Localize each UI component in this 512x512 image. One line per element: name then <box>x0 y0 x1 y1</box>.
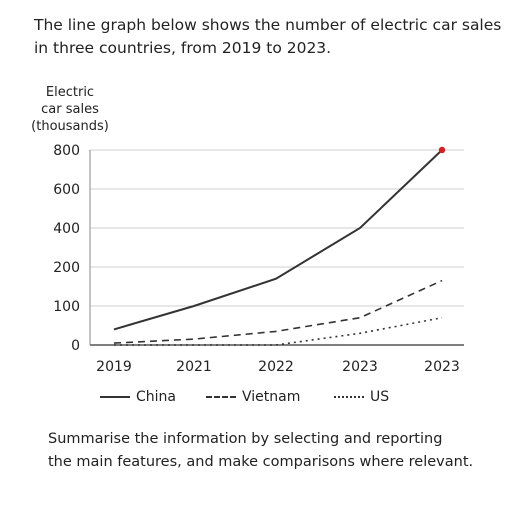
task-prompt: The line graph below shows the number of… <box>34 14 502 60</box>
task-instructions-line-1: Summarise the information by selecting a… <box>48 431 443 447</box>
y-tick-label: 100 <box>53 299 80 315</box>
task-prompt-line-1: The line graph below shows the number of… <box>34 16 502 34</box>
legend-item-china: China <box>100 389 176 405</box>
y-axis-title-line-1: Electric <box>45 85 95 100</box>
x-tick-label: 2022 <box>258 359 294 375</box>
legend-label-vietnam: Vietnam <box>242 389 301 405</box>
task-instructions-line-2: the main features, and make comparisons … <box>48 454 474 470</box>
series-line-vietnam <box>113 279 443 344</box>
legend-item-us: US <box>334 389 389 405</box>
legend-item-vietnam: Vietnam <box>206 389 300 405</box>
legend-swatch-solid <box>100 396 130 398</box>
legend-label-china: China <box>136 389 176 405</box>
x-tick-label: 2023 <box>342 359 378 375</box>
chart-legend: China Vietnam US <box>100 389 420 411</box>
y-axis-title-line-3: (thousands) <box>31 119 109 134</box>
y-tick-label: 600 <box>53 182 80 198</box>
legend-swatch-dashed <box>206 396 236 398</box>
y-axis-title-line-2: car sales <box>41 102 99 117</box>
series-line-us <box>114 316 443 346</box>
line-chart: 800 600 400 200 100 0 2019 2021 2022 2023 2023 <box>53 143 464 375</box>
task-prompt-line-2: in three countries, from 2019 to 2023. <box>34 39 332 57</box>
task-instructions: Summarise the information by selecting a… <box>48 428 488 474</box>
y-tick-label: 800 <box>53 143 80 159</box>
x-tick-label: 2021 <box>176 359 212 375</box>
y-axis-title: Electric car sales (thousands) <box>30 84 110 135</box>
legend-label-us: US <box>370 389 390 405</box>
y-tick-label: 200 <box>53 260 80 276</box>
y-tick-label: 400 <box>53 221 80 237</box>
series-line-china <box>113 149 443 331</box>
x-tick-label: 2023 <box>424 359 460 375</box>
y-tick-label: 0 <box>71 338 80 354</box>
series-end-marker-china <box>438 146 446 154</box>
legend-swatch-dotted <box>334 396 364 398</box>
x-tick-label: 2019 <box>96 359 132 375</box>
